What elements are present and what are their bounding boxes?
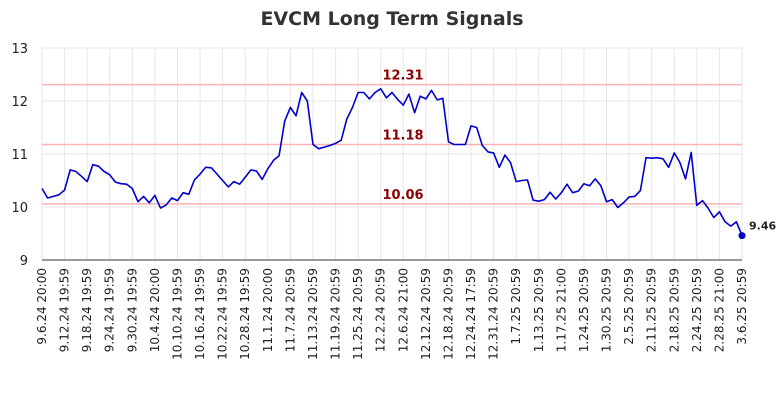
x-tick-label: 9.12.24 19:59 — [58, 268, 72, 352]
x-tick-label: 9.30.24 19:59 — [125, 268, 139, 352]
x-tick-label: 9.18.24 19:59 — [80, 268, 94, 352]
x-tick-label: 12.2.24 20:59 — [374, 268, 388, 352]
x-tick-label: 12.6.24 21:00 — [396, 268, 410, 352]
annotation-layer: 9.46 — [738, 220, 776, 240]
x-tick-label: 11.13.24 20:59 — [306, 268, 320, 360]
x-tick-label: 2.5.25 20:59 — [622, 268, 636, 345]
x-tick-label: 9.24.24 19:59 — [103, 268, 117, 352]
x-tick-label: 1.7.25 20:59 — [509, 268, 523, 345]
x-tick-label: 9.6.24 20:00 — [35, 268, 49, 345]
x-tick-label: 11.25.24 20:59 — [351, 268, 365, 360]
y-axis-ticks: 9 10 11 12 13 — [11, 42, 28, 269]
y-tick-label: 9 — [20, 254, 28, 269]
x-tick-label: 10.16.24 19:59 — [193, 268, 207, 360]
x-tick-label: 11.19.24 20:59 — [329, 268, 343, 360]
x-tick-label: 1.17.25 21:00 — [554, 268, 568, 352]
x-tick-label: 10.22.24 19:59 — [216, 268, 230, 360]
x-tick-label: 2.18.25 20:59 — [667, 268, 681, 352]
x-tick-label: 10.10.24 19:59 — [170, 268, 184, 360]
price-line — [41, 88, 743, 236]
x-tick-label: 12.12.24 20:59 — [419, 268, 433, 360]
x-tick-label: 1.30.25 20:59 — [600, 268, 614, 352]
y-tick-label: 13 — [11, 42, 28, 57]
x-axis-ticks: 9.6.24 20:00 9.12.24 19:59 9.18.24 19:59 9.… — [35, 268, 749, 360]
x-tick-label: 10.28.24 19:59 — [238, 268, 252, 360]
x-tick-label: 2.24.25 20:59 — [690, 268, 704, 352]
horizontal-signal-lines: 12.31 11.18 10.06 — [42, 69, 742, 205]
x-tick-label: 1.13.25 20:59 — [532, 268, 546, 352]
last-value-label: 9.46 — [749, 220, 776, 233]
signal-line-label: 10.06 — [382, 188, 423, 203]
x-tick-label: 2.28.25 21:00 — [712, 268, 726, 352]
x-tick-label: 11.7.24 20:59 — [283, 268, 297, 352]
y-tick-label: 11 — [11, 148, 28, 163]
x-tick-label: 12.24.24 17:59 — [464, 268, 478, 360]
signal-line-label: 12.31 — [382, 69, 423, 84]
x-tick-label: 2.11.25 20:59 — [645, 268, 659, 352]
x-tick-label: 11.1.24 20:00 — [261, 268, 275, 352]
x-tick-label: 12.31.24 20:59 — [487, 268, 501, 360]
y-tick-label: 12 — [11, 95, 28, 110]
chart-title: EVCM Long Term Signals — [260, 8, 523, 30]
grid — [41, 47, 743, 261]
x-tick-label: 10.4.24 20:00 — [148, 268, 162, 352]
signal-line-label: 11.18 — [382, 128, 423, 143]
x-tick-label: 12.18.24 20:59 — [441, 268, 455, 360]
y-tick-label: 10 — [11, 201, 28, 216]
x-tick-label: 3.6.25 20:59 — [735, 268, 749, 345]
x-tick-label: 1.24.25 20:59 — [577, 268, 591, 352]
series-layer — [41, 88, 743, 236]
last-value-dot — [738, 232, 746, 240]
